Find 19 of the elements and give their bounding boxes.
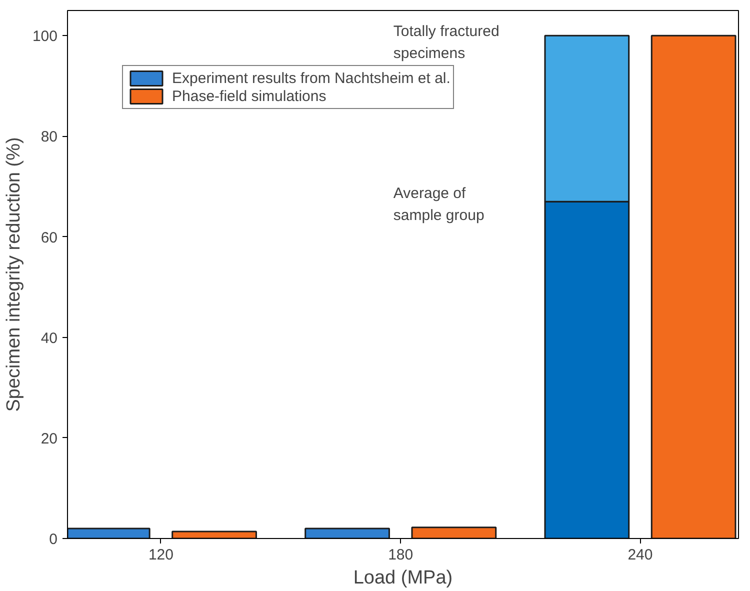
y-tick-label: 0: [49, 531, 58, 548]
y-tick-label: 20: [40, 430, 58, 448]
annotation: Average of sample group: [393, 184, 484, 224]
x-tick-label: 120: [148, 546, 174, 564]
legend-label: Experiment results from Nachtsheim et al.: [172, 69, 450, 87]
y-tick-label: 40: [40, 330, 58, 347]
x-axis-title: Load (MPa): [353, 568, 453, 588]
y-tick-label: 100: [32, 28, 58, 46]
annotation: Totally fractured specimens: [393, 22, 500, 62]
x-tick-label: 240: [628, 546, 653, 564]
bar: [411, 526, 497, 538]
legend-label: Phase-field simulations: [172, 87, 326, 105]
bar: [172, 530, 257, 538]
x-tick-label: 180: [388, 546, 414, 564]
y-tick-label: 80: [40, 128, 58, 146]
y-tick-label: 60: [40, 229, 58, 246]
y-axis-title: Specimen integrity reduction (%): [3, 137, 24, 412]
bar: [304, 528, 390, 538]
bar: [650, 34, 736, 538]
